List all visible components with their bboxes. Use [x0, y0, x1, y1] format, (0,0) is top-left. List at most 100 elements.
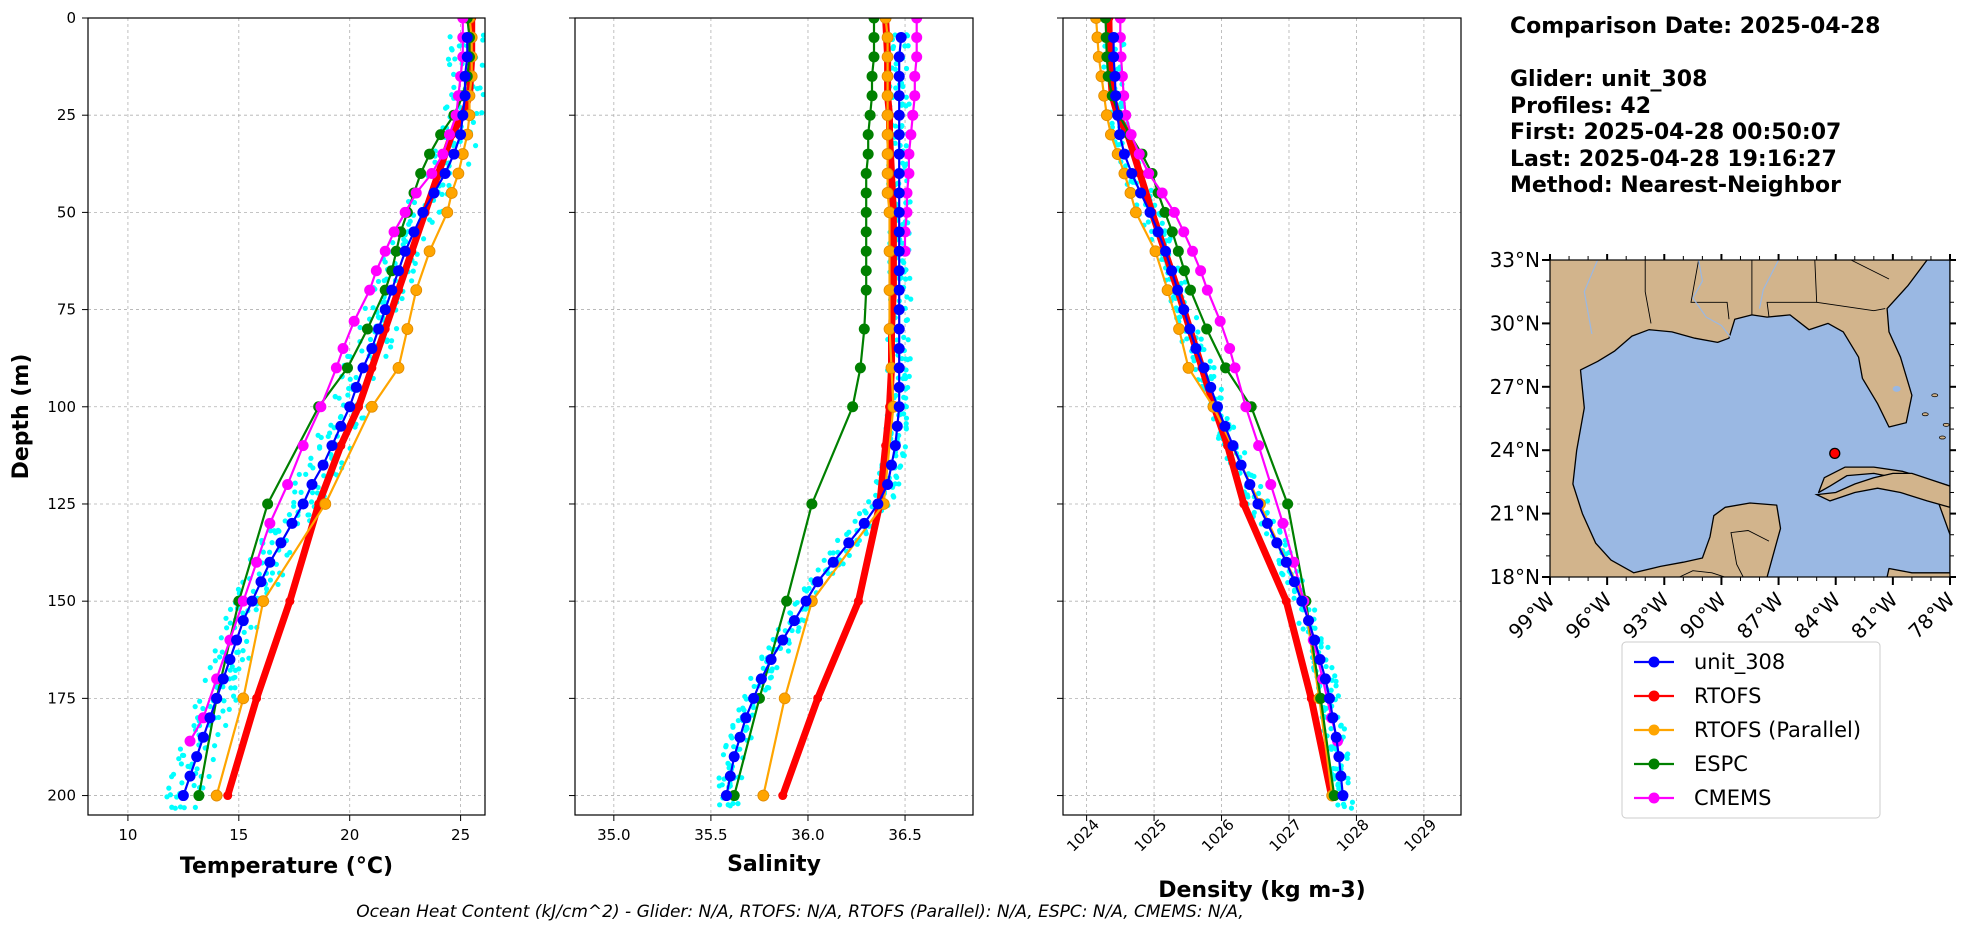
series-point — [262, 498, 274, 510]
glider-profile-point — [893, 392, 899, 399]
lon-tick-label: 99°W — [1504, 587, 1560, 643]
glider-profile-point — [353, 374, 359, 381]
glider-profile-point — [907, 275, 913, 281]
glider-profile-point — [181, 805, 187, 811]
glider-profile-point — [223, 615, 229, 621]
glider-profile-point — [719, 782, 725, 788]
glider-profile-point — [292, 480, 298, 486]
glider-profile-point — [389, 338, 395, 344]
y-tick-label: 100 — [47, 398, 76, 416]
series-point — [237, 615, 249, 627]
glider-profile-point — [1263, 531, 1270, 537]
glider-profile-point — [1343, 753, 1349, 759]
series-point — [860, 226, 872, 238]
series-point — [350, 381, 362, 393]
series-point — [883, 323, 896, 335]
series-point — [893, 401, 905, 413]
series-espc — [728, 18, 880, 802]
glider-profile-point — [248, 624, 254, 630]
series-point — [1187, 245, 1199, 257]
series-point — [893, 206, 905, 218]
series-point — [379, 304, 391, 316]
series-point — [1198, 362, 1210, 374]
series-point — [441, 206, 454, 219]
series-point — [1229, 362, 1241, 374]
plot-area — [1090, 18, 1356, 811]
glider-profile-point — [1328, 687, 1334, 693]
series-point — [858, 323, 870, 335]
series-point — [1135, 169, 1145, 179]
glider-profile-point — [388, 344, 394, 350]
glider-profile-point — [439, 191, 445, 197]
series-point — [1129, 206, 1142, 219]
series-point — [393, 265, 405, 277]
glider-profile-point — [1148, 187, 1154, 193]
legend-frame — [1621, 641, 1881, 819]
glider-profile-point — [904, 294, 910, 300]
glider-profile-point — [908, 296, 914, 302]
glider-profile-point — [191, 782, 197, 789]
series-line — [725, 37, 903, 796]
series-point — [907, 109, 919, 121]
glider-profile-point — [1258, 483, 1264, 490]
series-point — [457, 18, 469, 24]
y-tick-label: 200 — [47, 787, 76, 805]
series-point — [330, 362, 342, 374]
series-point — [361, 323, 373, 335]
series-point — [1125, 129, 1137, 141]
glider-profile-point — [200, 705, 206, 712]
lat-tick-label: 27°N — [1490, 375, 1540, 399]
series-point — [860, 265, 872, 277]
x-tick-label: 25 — [451, 826, 470, 844]
glider-profile-point — [212, 658, 218, 664]
series-line — [1104, 18, 1336, 796]
glider-profile-point — [1333, 683, 1339, 689]
series-point — [410, 187, 422, 199]
series-point — [315, 401, 327, 413]
glider-profile-point — [308, 499, 315, 505]
glider-profile-point — [337, 414, 344, 421]
glider-profile-point — [357, 324, 363, 331]
series-point — [424, 148, 436, 160]
glider-profile-point — [218, 635, 224, 641]
series-point — [1184, 284, 1196, 296]
series-line — [189, 18, 464, 742]
glider-profile-point — [902, 163, 908, 169]
series-point — [1173, 323, 1185, 335]
series-point — [1172, 284, 1184, 296]
series-point — [264, 556, 276, 568]
series-point — [1184, 323, 1196, 335]
x-tick-label: 1026 — [1198, 816, 1238, 856]
glider-profile-point — [903, 415, 910, 421]
series-point — [1190, 342, 1202, 354]
series-point — [911, 31, 923, 43]
series-unit-308 — [1108, 31, 1349, 802]
series-point — [197, 731, 209, 743]
series-point — [211, 692, 223, 704]
glider-profile-point — [192, 804, 198, 810]
series-point — [866, 90, 878, 102]
series-point — [882, 479, 894, 491]
y-tick-label: 25 — [57, 106, 76, 124]
series-point — [210, 789, 223, 802]
glider-profile-point — [1251, 473, 1257, 479]
series-point — [336, 441, 346, 451]
series-point — [843, 537, 855, 549]
series-point — [881, 89, 894, 102]
series-point — [341, 362, 353, 374]
x-tick-label: 1025 — [1131, 816, 1171, 856]
series-point — [860, 168, 872, 180]
river — [1692, 260, 1734, 341]
grid-lines — [88, 17, 485, 815]
glider-profile-point — [256, 571, 262, 577]
glider-profile-point — [890, 45, 896, 52]
series-point — [417, 206, 429, 218]
series-point — [1240, 401, 1252, 413]
glider-profile-point — [1296, 620, 1302, 626]
legend: unit_308 RTOFS RTOFS (Parallel) ESPC CMEMS — [1621, 641, 1881, 819]
series-point — [755, 673, 767, 685]
series-point — [1282, 498, 1294, 510]
glider-profile-point — [470, 119, 477, 125]
glider-profile-point — [1224, 415, 1230, 422]
glider-profile-point — [235, 586, 242, 592]
